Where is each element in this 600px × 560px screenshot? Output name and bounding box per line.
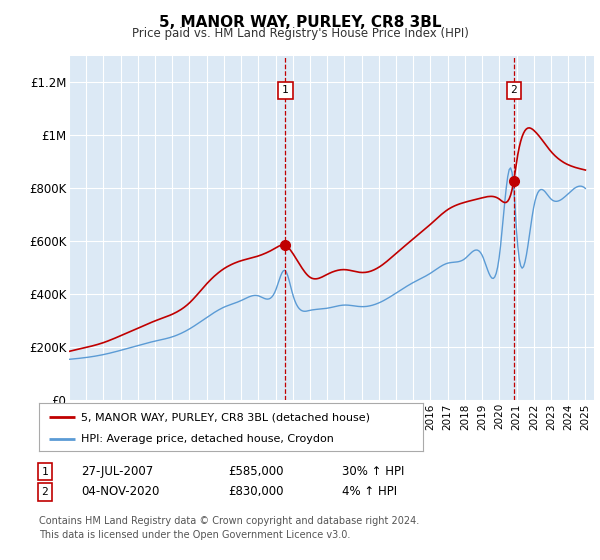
Text: £830,000: £830,000 [228, 485, 284, 498]
Text: £585,000: £585,000 [228, 465, 284, 478]
Text: 5, MANOR WAY, PURLEY, CR8 3BL: 5, MANOR WAY, PURLEY, CR8 3BL [159, 15, 441, 30]
Text: 2: 2 [511, 86, 517, 95]
Text: Contains HM Land Registry data © Crown copyright and database right 2024.
This d: Contains HM Land Registry data © Crown c… [39, 516, 419, 539]
Text: 1: 1 [41, 466, 49, 477]
Text: 27-JUL-2007: 27-JUL-2007 [81, 465, 153, 478]
Text: HPI: Average price, detached house, Croydon: HPI: Average price, detached house, Croy… [81, 434, 334, 444]
Text: 04-NOV-2020: 04-NOV-2020 [81, 485, 160, 498]
Text: 5, MANOR WAY, PURLEY, CR8 3BL (detached house): 5, MANOR WAY, PURLEY, CR8 3BL (detached … [81, 413, 370, 422]
Text: 2: 2 [41, 487, 49, 497]
Text: 4% ↑ HPI: 4% ↑ HPI [342, 485, 397, 498]
Text: 1: 1 [282, 86, 289, 95]
Text: 30% ↑ HPI: 30% ↑ HPI [342, 465, 404, 478]
Text: Price paid vs. HM Land Registry's House Price Index (HPI): Price paid vs. HM Land Registry's House … [131, 27, 469, 40]
